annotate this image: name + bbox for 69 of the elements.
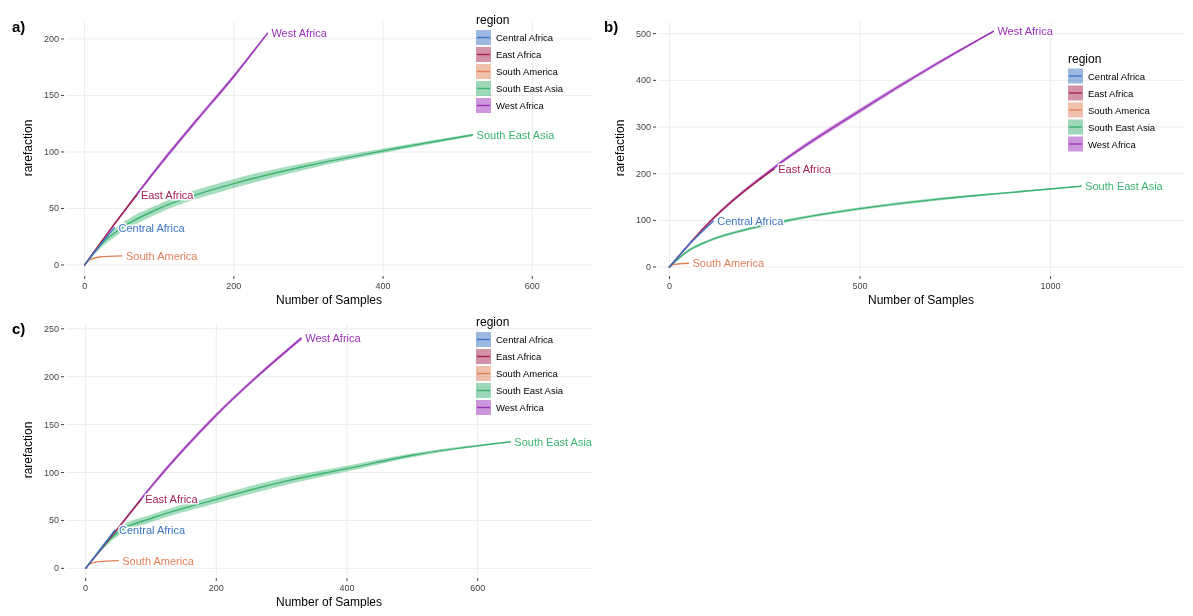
text: East Africa xyxy=(778,163,831,175)
chart-title: c) xyxy=(12,320,26,337)
y-tick-label: 100 xyxy=(43,146,59,157)
text: East Africa xyxy=(140,188,194,201)
y-tick-label: 0 xyxy=(53,563,59,574)
legend-label: West Africa xyxy=(1088,138,1137,150)
legend-label: East Africa xyxy=(1088,87,1135,99)
y-axis-title: rarefaction xyxy=(21,421,35,479)
x-tick-label: 0 xyxy=(82,281,88,291)
y-tick-label: 200 xyxy=(43,371,59,382)
legend-label: Central Africa xyxy=(1088,70,1146,82)
text: South East Asia xyxy=(514,435,592,448)
legend-label: South East Asia xyxy=(496,385,564,396)
text: South America xyxy=(692,257,765,270)
y-tick-label: 400 xyxy=(635,75,651,86)
y-tick-label: 100 xyxy=(635,215,651,226)
text: South America xyxy=(125,249,198,262)
legend-label: South America xyxy=(496,368,559,379)
y-tick-label: 100 xyxy=(43,467,59,478)
text: South East Asia xyxy=(476,129,555,141)
y-tick-label: 150 xyxy=(43,90,59,101)
text: West Africa xyxy=(271,27,327,40)
y-axis-title: rarefaction xyxy=(21,119,35,177)
y-tick-label: 200 xyxy=(635,168,651,179)
x-tick-label: 1000 xyxy=(1040,281,1061,291)
x-tick-label: 600 xyxy=(524,281,540,291)
legend-label: South America xyxy=(1088,104,1151,116)
x-tick-label: 400 xyxy=(375,281,391,291)
y-tick-label: 150 xyxy=(43,419,59,430)
y-tick-label: 50 xyxy=(48,515,59,526)
y-axis-title: rarefaction xyxy=(613,119,627,177)
text: Central Africa xyxy=(119,524,186,537)
x-tick-label: 0 xyxy=(83,583,89,593)
x-axis-title: Number of Samples xyxy=(867,293,975,307)
legend-label: South East Asia xyxy=(1088,121,1156,133)
x-tick-label: 200 xyxy=(226,281,242,291)
text: East Africa xyxy=(145,493,198,506)
x-axis-title: Number of Samples xyxy=(275,293,383,307)
text: West Africa xyxy=(305,332,361,345)
y-tick-label: 250 xyxy=(43,323,59,334)
chart-title: a) xyxy=(12,18,26,35)
text: South East Asia xyxy=(1085,180,1163,193)
legend-title: region xyxy=(476,13,510,27)
legend-label: South America xyxy=(496,66,559,77)
text: West Africa xyxy=(997,25,1053,38)
legend-label: Central Africa xyxy=(496,32,554,43)
y-tick-label: 0 xyxy=(53,259,59,270)
legend-title: region xyxy=(1068,51,1102,66)
text: Central Africa xyxy=(118,221,185,234)
legend-label: West Africa xyxy=(496,100,545,111)
chart-title: b) xyxy=(604,18,619,35)
legend-label: East Africa xyxy=(496,351,543,362)
legend-label: South East Asia xyxy=(496,83,564,94)
x-tick-label: 500 xyxy=(852,281,868,291)
x-tick-label: 600 xyxy=(470,583,486,593)
x-tick-label: 200 xyxy=(208,583,224,593)
y-tick-label: 300 xyxy=(635,122,651,132)
legend-label: Central Africa xyxy=(496,334,554,345)
legend-title: region xyxy=(476,315,510,329)
x-tick-label: 0 xyxy=(666,281,672,291)
x-axis-title: Number of Samples xyxy=(275,595,383,609)
y-tick-label: 0 xyxy=(645,262,651,272)
y-tick-label: 200 xyxy=(43,33,59,44)
legend-label: East Africa xyxy=(496,49,543,60)
x-tick-label: 400 xyxy=(339,583,355,593)
y-tick-label: 50 xyxy=(48,203,59,214)
y-tick-label: 500 xyxy=(635,28,651,39)
legend-label: West Africa xyxy=(496,402,545,413)
text: South America xyxy=(122,554,194,567)
